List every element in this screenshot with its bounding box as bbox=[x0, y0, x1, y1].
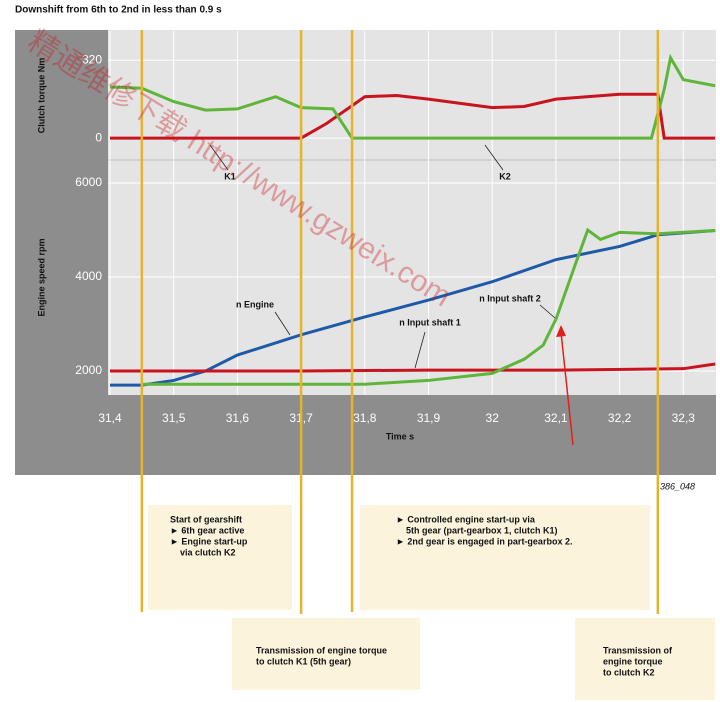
x-tick-label: 32,1 bbox=[544, 411, 568, 425]
note-text: 5th gear (part-gearbox 1, clutch K1) bbox=[406, 525, 558, 535]
arrow bbox=[560, 331, 574, 446]
figure-id: 386_048 bbox=[660, 481, 695, 491]
y-tick-label: 0 bbox=[95, 130, 102, 144]
annotation: n Engine bbox=[236, 299, 274, 309]
x-axis-label: Time s bbox=[386, 431, 414, 441]
series-line bbox=[141, 227, 716, 386]
annotation: K2 bbox=[499, 171, 511, 181]
series-line bbox=[110, 229, 716, 387]
y-tick-label: 320 bbox=[82, 52, 102, 66]
x-tick-label: 31,6 bbox=[226, 411, 250, 425]
series-line bbox=[110, 362, 716, 373]
y-tick-label: 4000 bbox=[75, 269, 102, 283]
note-text: via clutch K2 bbox=[180, 547, 236, 557]
annotation: n Input shaft 1 bbox=[399, 317, 461, 327]
x-tick-label: 32,2 bbox=[608, 411, 632, 425]
y-axis-label: Clutch torque Nm bbox=[36, 58, 46, 134]
note-text: ► Engine start-up bbox=[170, 536, 248, 546]
x-tick-label: 32 bbox=[486, 411, 500, 425]
y-axis-label: Engine speed rpm bbox=[36, 238, 46, 316]
x-tick-label: 31,8 bbox=[353, 411, 377, 425]
x-tick-label: 32,3 bbox=[672, 411, 696, 425]
leader-line bbox=[539, 304, 556, 319]
x-tick-label: 31,5 bbox=[162, 411, 186, 425]
note-box bbox=[232, 618, 420, 690]
annotation: n Input shaft 2 bbox=[479, 293, 541, 303]
x-tick-label: 31,9 bbox=[417, 411, 441, 425]
note-text: ► Controlled engine start-up via bbox=[396, 514, 536, 524]
y-tick-label: 6000 bbox=[75, 175, 102, 189]
figure-title: Downshift from 6th to 2nd in less than 0… bbox=[15, 5, 222, 16]
leader-line bbox=[274, 311, 291, 336]
plot-area bbox=[108, 30, 716, 395]
leader-line bbox=[484, 144, 504, 171]
note-box bbox=[148, 505, 292, 610]
y-tick-label: 2000 bbox=[75, 363, 102, 377]
note-text: to clutch K1 (5th gear) bbox=[256, 656, 351, 666]
note-text: to clutch K2 bbox=[603, 667, 655, 677]
series-line bbox=[109, 53, 716, 140]
note-text: Transmission of engine torque bbox=[256, 645, 387, 655]
note-box bbox=[360, 505, 650, 610]
x-tick-label: 31,4 bbox=[98, 411, 122, 425]
note-text: engine torque bbox=[603, 656, 663, 666]
leader-line bbox=[209, 144, 229, 171]
note-text: Start of gearshift bbox=[170, 514, 242, 524]
note-text: ► 2nd gear is engaged in part-gearbox 2. bbox=[396, 536, 572, 546]
arrow-head bbox=[556, 325, 566, 337]
note-box bbox=[575, 618, 715, 700]
note-text: ► 6th gear active bbox=[170, 525, 244, 535]
leader-line bbox=[414, 331, 426, 369]
note-text: Transmission of bbox=[603, 645, 673, 655]
annotation: K1 bbox=[224, 171, 236, 181]
